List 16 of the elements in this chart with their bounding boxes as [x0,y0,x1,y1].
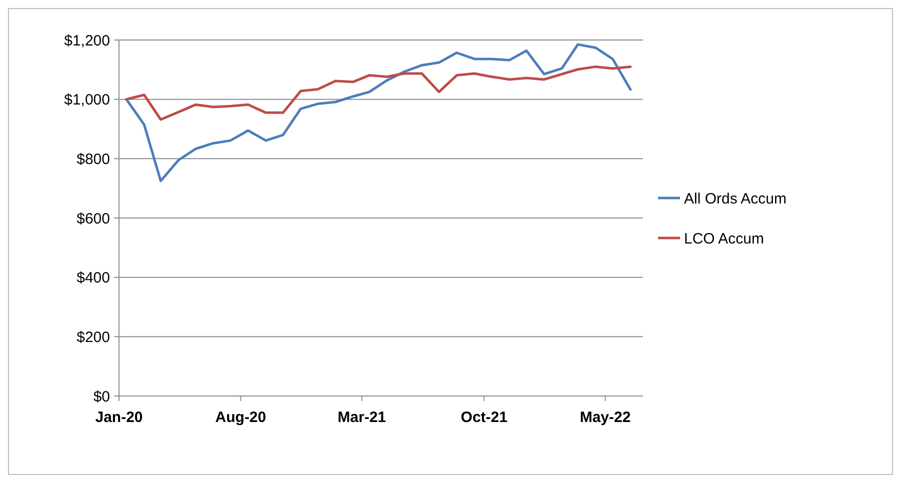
x-tick-label: Jan-20 [95,409,143,426]
y-tick-label: $400 [76,270,110,287]
x-tick-label: May-22 [580,409,631,426]
y-tick-label: $1,000 [64,92,110,109]
y-tick-label: $0 [93,388,110,406]
x-tick-label: Aug-20 [215,409,266,426]
line-series [125,43,632,182]
y-tick-label: $1,200 [64,32,110,50]
y-tick-label: $200 [76,328,110,346]
legend-label: All Ords Accum [684,190,787,208]
x-tick-label: Mar-21 [338,409,386,426]
y-tick-label: $800 [76,150,110,168]
legend-label: LCO Accum [684,230,764,248]
y-tick-label: $600 [76,210,110,228]
line-series [125,65,632,121]
x-tick-label: Oct-21 [460,409,508,426]
